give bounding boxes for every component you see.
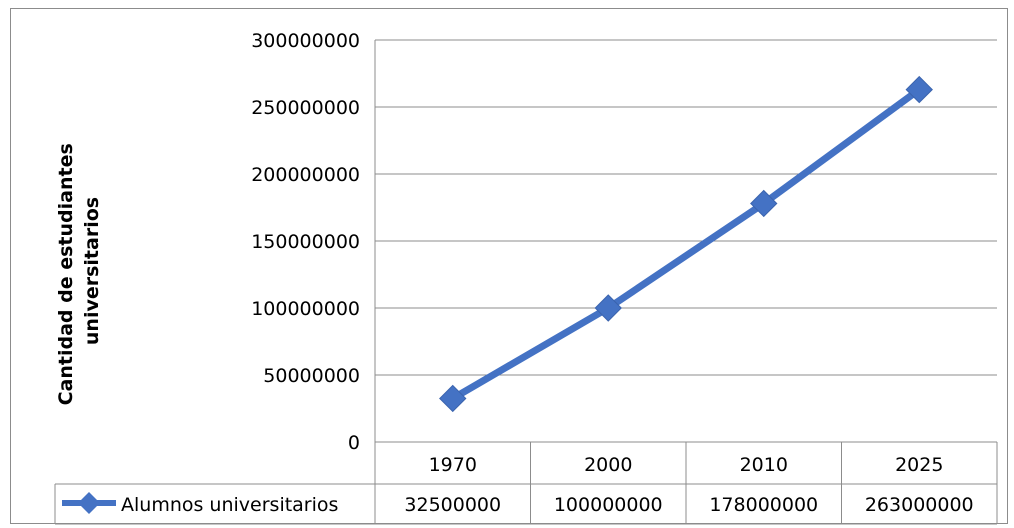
y-tick-label: 300000000 <box>251 30 360 52</box>
x-category-label: 2025 <box>895 454 943 476</box>
y-axis-ticks: 0 50000000 100000000 150000000 200000000 2500… <box>251 30 360 454</box>
y-tick-label: 50000000 <box>263 365 360 387</box>
series-line <box>439 75 933 413</box>
data-point-marker <box>439 384 467 413</box>
x-category-label: 2010 <box>740 454 788 476</box>
data-point-marker <box>594 294 622 322</box>
y-axis-label-line-2: universitarios <box>81 197 103 345</box>
y-tick-label: 250000000 <box>251 97 360 119</box>
series-line-path <box>449 86 923 402</box>
y-tick-label: 200000000 <box>251 164 360 186</box>
x-category-label: 1970 <box>429 454 477 476</box>
data-table-value: 32500000 <box>404 494 501 516</box>
legend-label: Alumnos universitarios <box>121 494 338 516</box>
y-tick-label: 150000000 <box>251 231 360 253</box>
data-table-value: 100000000 <box>554 494 663 516</box>
y-tick-label: 100000000 <box>251 298 360 320</box>
y-axis-label-line-1: Cantidad de estudiantes <box>55 143 77 405</box>
data-point-marker <box>905 75 933 104</box>
chart-frame <box>10 8 1008 524</box>
y-axis-label: Cantidad de estudiantes universitarios <box>55 137 103 406</box>
data-table-value: 178000000 <box>709 494 818 516</box>
data-point-marker <box>750 189 778 218</box>
data-table: 1970 2000 2010 2025 32500000 100000000 1780000… <box>54 442 998 525</box>
x-category-label: 2000 <box>584 454 632 476</box>
y-tick-label: 0 <box>348 432 360 454</box>
data-table-value: 263000000 <box>865 494 974 516</box>
legend-marker <box>78 492 100 514</box>
